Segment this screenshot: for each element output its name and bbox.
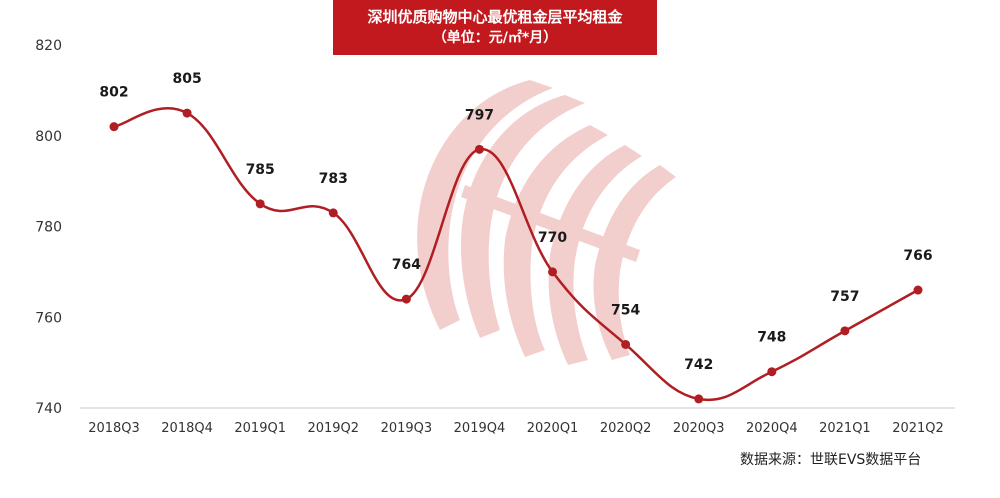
data-label: 797	[465, 107, 494, 123]
x-tick-label: 2019Q4	[454, 421, 506, 436]
data-point	[694, 394, 704, 404]
data-label: 805	[172, 71, 201, 87]
x-tick-label: 2021Q1	[819, 421, 871, 436]
chart-title: 深圳优质购物中心最优租金层平均租金	[367, 8, 623, 26]
data-label: 785	[246, 162, 275, 178]
data-labels: 802 805 785 783 764 797 770 754 742 748 757 766	[99, 71, 932, 373]
data-point	[474, 144, 484, 154]
data-point	[328, 208, 338, 218]
y-tick-label: 800	[35, 129, 62, 145]
x-tick-label: 2020Q3	[673, 421, 725, 436]
data-point	[109, 122, 119, 132]
chart-subtitle: （单位：元/㎡*月）	[432, 30, 558, 46]
x-tick-label: 2020Q2	[600, 421, 652, 436]
x-tick-label: 2019Q2	[307, 421, 359, 436]
x-tick-label: 2018Q3	[88, 421, 140, 436]
data-label: 754	[611, 302, 640, 318]
data-point	[255, 199, 265, 209]
data-label: 783	[319, 171, 348, 187]
chart-title-box: 深圳优质购物中心最优租金层平均租金 （单位：元/㎡*月）	[333, 0, 657, 55]
data-point	[913, 285, 923, 295]
x-axis: 2018Q3 2018Q4 2019Q1 2019Q2 2019Q3 2019Q4 2020…	[88, 421, 944, 436]
data-points	[109, 108, 923, 404]
data-point	[767, 367, 777, 377]
data-label: 802	[99, 85, 128, 101]
data-source-note: 数据来源：世联EVS数据平台	[740, 452, 922, 468]
data-label: 748	[757, 330, 786, 346]
y-axis: 740 760 780 800 820	[35, 38, 62, 417]
data-label: 764	[392, 257, 421, 273]
data-label: 770	[538, 230, 567, 246]
watermark-logo	[417, 80, 676, 365]
y-tick-label: 740	[35, 401, 62, 417]
data-point	[182, 108, 192, 118]
y-tick-label: 780	[35, 220, 62, 236]
x-tick-label: 2019Q1	[234, 421, 286, 436]
data-label: 766	[903, 248, 932, 264]
data-label: 742	[684, 357, 713, 373]
x-tick-label: 2018Q4	[161, 421, 213, 436]
y-tick-label: 760	[35, 310, 62, 326]
x-tick-label: 2021Q2	[892, 421, 944, 436]
y-tick-label: 820	[35, 38, 62, 54]
data-point	[548, 267, 558, 277]
data-point	[401, 294, 411, 304]
data-label: 757	[830, 289, 859, 305]
data-point	[840, 326, 850, 336]
x-tick-label: 2020Q1	[527, 421, 579, 436]
data-point	[621, 339, 631, 349]
x-tick-label: 2020Q4	[746, 421, 798, 436]
x-tick-label: 2019Q3	[381, 421, 433, 436]
